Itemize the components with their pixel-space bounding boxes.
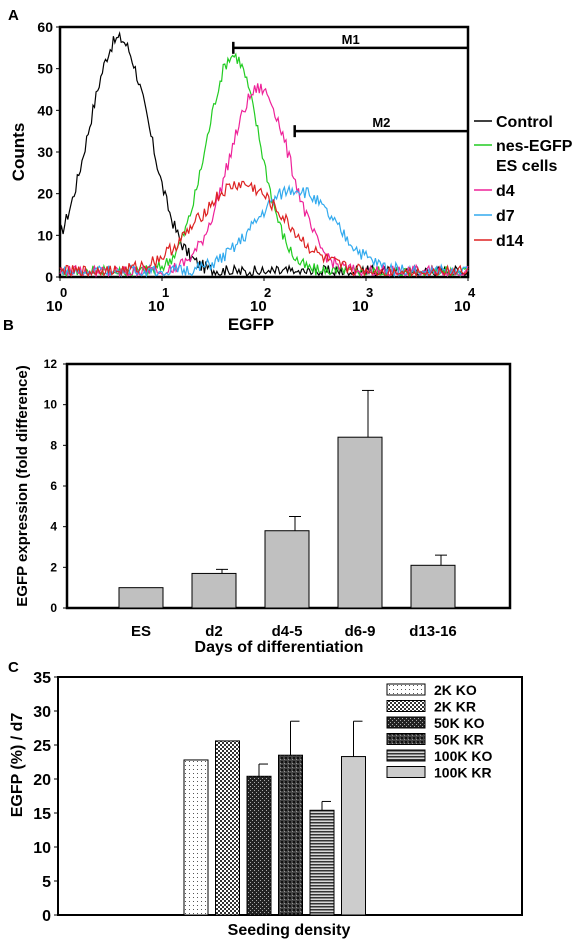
panel-c-legend-swatch: [386, 700, 426, 712]
panel-c-bar-50k-ko: [246, 775, 272, 916]
panel-c-bar-2k-kr: [215, 740, 240, 916]
panel-b-x-tick-label: d2: [205, 623, 223, 640]
panel-b-bar: [337, 436, 383, 609]
legend-label-d7: d7: [496, 208, 515, 225]
panel-c-y-tick-label: 20: [33, 772, 51, 789]
panel-c-y-axis-title: EGFP (%) / d7: [9, 713, 26, 818]
panel-c-bar-100k-ko: [309, 809, 335, 916]
panel-c-legend-label: 2K KR: [434, 699, 476, 715]
panel-c-y-ticks: 0 5 10 15 20 25 30 35: [33, 670, 58, 925]
panel-c-y-tick-label: 30: [33, 704, 51, 721]
panel-c-bar-100k-kr: [341, 756, 366, 916]
panel-c-bar-50k-kr: [278, 754, 303, 916]
panel-c-y-tick-label: 5: [42, 874, 51, 891]
panel-b-x-tick-label: d13-16: [409, 623, 457, 640]
panel-a-series-group: [59, 30, 469, 279]
panel-c-bar-2k-ko: [183, 759, 209, 916]
panel-a-y-tick-label: 60: [37, 19, 53, 35]
panel-b-y-tick-label: 2: [50, 560, 57, 574]
panel-a-markers: M1 M2: [232, 32, 468, 138]
panel-c-legend-swatch: [386, 716, 426, 729]
legend-label-d4: d4: [496, 183, 515, 200]
panel-a-x-tick-exponent: 0: [60, 285, 67, 300]
panel-b-x-tick-label: d4-5: [272, 623, 303, 640]
legend-label-control: Control: [496, 114, 553, 131]
panel-c-y-tick-label: 10: [33, 840, 51, 857]
panel-b-bar: [264, 530, 310, 609]
panel-c-legend-swatch: [386, 733, 426, 745]
panel-a-y-tick-label: 10: [37, 227, 53, 243]
panel-a-x-tick-base: 10: [148, 298, 165, 315]
legend-label-d14: d14: [496, 233, 524, 250]
panel-a-y-ticks: 0 10 20 30 40 50 60: [37, 19, 60, 285]
panel-a-legend: Control nes-EGFP ES cells d4 d7 d14: [474, 114, 573, 250]
panel-a-x-axis-title: EGFP: [228, 315, 274, 334]
panel-b-y-axis-title: EGFP expression (fold difference): [14, 365, 31, 606]
panel-b-bar: [191, 572, 237, 609]
panel-c-legend-swatch: [386, 683, 426, 696]
panel-b-y-tick-label: 4: [50, 520, 57, 534]
panel-a-x-tick-base: 10: [250, 298, 267, 315]
panel-b-y-tick-label: 6: [50, 479, 57, 493]
panel-b-y-tick-label: 0: [50, 601, 57, 615]
panel-a-x-tick-exponent: 2: [264, 285, 271, 300]
panel-c-legend-label: 100K KR: [434, 765, 492, 781]
panel-b-y-ticks: 0 2 4 6 8 10 12: [44, 357, 67, 615]
panel-a-marker-m2-label: M2: [372, 115, 390, 130]
panel-a-plot-frame: [58, 25, 470, 279]
panel-b-bar: [410, 564, 456, 609]
panel-b-x-tick-label: ES: [131, 623, 151, 640]
panel-a-series-line-d4: [59, 83, 469, 278]
panel-b-label: B: [3, 317, 14, 334]
panel-a-y-tick-label: 40: [37, 102, 53, 118]
panel-a-marker-m1-label: M1: [342, 32, 360, 47]
panel-b: B 0 2 4 6 8 10 12 ES d2 d4-5 d6-9 d13-16 EGFP expr…: [3, 317, 512, 656]
panel-a-label: A: [8, 7, 19, 24]
panel-c-legend-swatch: [386, 749, 426, 762]
panel-c-legend-swatch: [386, 766, 426, 778]
legend-label-nes-egfp: nes-EGFP: [496, 138, 573, 155]
panel-a-y-axis-title: Counts: [9, 123, 28, 182]
panel-a-x-tick-exponent: 3: [366, 285, 373, 300]
panel-a-x-tick-exponent: 4: [468, 285, 476, 300]
panel-c-bars: [183, 720, 366, 916]
legend-label-es-cells: ES cells: [496, 158, 557, 175]
panel-a-x-tick-exponent: 1: [162, 285, 169, 300]
panel-a-series-line-d7: [59, 184, 469, 278]
panel-a-y-tick-label: 0: [45, 269, 53, 285]
panel-c-legend-label: 50K KR: [434, 732, 484, 748]
panel-a-x-tick-base: 10: [454, 298, 471, 315]
panel-a-series-line-control: [59, 30, 469, 278]
panel-c-legend-label: 100K KO: [434, 748, 492, 764]
panel-c-legend-label: 50K KO: [434, 715, 485, 731]
panel-a-y-tick-label: 30: [37, 144, 53, 160]
panel-b-x-axis-title: Days of differentiation: [195, 639, 364, 656]
panel-b-y-tick-label: 10: [44, 398, 58, 412]
panel-c-y-tick-label: 15: [33, 806, 51, 823]
panel-b-y-tick-label: 12: [44, 357, 58, 371]
panel-c-y-tick-label: 35: [33, 670, 51, 687]
panel-a-y-tick-label: 20: [37, 186, 53, 202]
panel-b-bars: ES d2 d4-5 d6-9 d13-16: [118, 389, 457, 640]
panel-a-y-tick-label: 50: [37, 61, 53, 77]
panel-b-x-tick-label: d6-9: [345, 623, 376, 640]
panel-c-x-axis-title: Seeding density: [228, 922, 351, 939]
panel-a-series-line-nes-egfp-es-cells: [59, 52, 469, 279]
panel-b-y-tick-label: 8: [50, 438, 57, 452]
panel-c-legend-label: 2K KO: [434, 682, 477, 698]
panel-c-label: C: [8, 659, 19, 676]
panel-c-y-tick-label: 25: [33, 738, 51, 755]
panel-a-x-tick-base: 10: [46, 298, 63, 315]
panel-a-series-line-d14: [59, 180, 469, 278]
panel-a-x-tick-base: 10: [352, 298, 369, 315]
panel-c-y-tick-label: 0: [42, 908, 51, 925]
panel-b-bar: [118, 587, 164, 609]
